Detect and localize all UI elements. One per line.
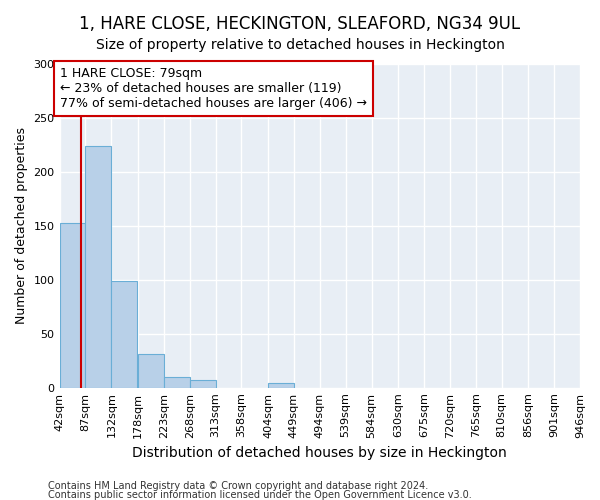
Text: Contains public sector information licensed under the Open Government Licence v3: Contains public sector information licen… [48,490,472,500]
Bar [112,281,137,388]
Bar [268,384,294,388]
Bar [164,377,190,388]
Bar [85,146,112,388]
X-axis label: Distribution of detached houses by size in Heckington: Distribution of detached houses by size … [133,446,507,460]
Text: 1 HARE CLOSE: 79sqm
← 23% of detached houses are smaller (119)
77% of semi-detac: 1 HARE CLOSE: 79sqm ← 23% of detached ho… [60,67,367,110]
Bar [190,380,215,388]
Y-axis label: Number of detached properties: Number of detached properties [15,128,28,324]
Text: Contains HM Land Registry data © Crown copyright and database right 2024.: Contains HM Land Registry data © Crown c… [48,481,428,491]
Text: 1, HARE CLOSE, HECKINGTON, SLEAFORD, NG34 9UL: 1, HARE CLOSE, HECKINGTON, SLEAFORD, NG3… [79,15,521,33]
Bar [138,354,164,388]
Text: Size of property relative to detached houses in Heckington: Size of property relative to detached ho… [95,38,505,52]
Bar [59,222,85,388]
